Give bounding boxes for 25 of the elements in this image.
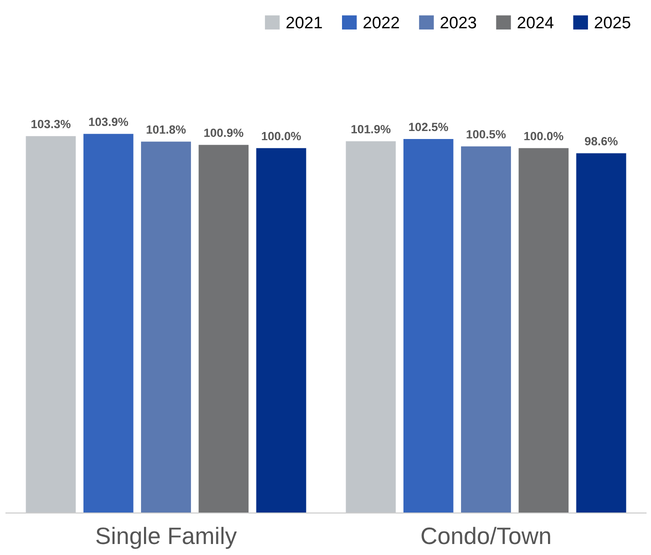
legend-label: 2025 (594, 16, 630, 28)
legend-label: 2021 (286, 16, 322, 28)
legend-label: 2022 (364, 16, 399, 28)
legend-label: 2024 (518, 16, 554, 28)
bar (403, 139, 454, 513)
x-tick-label: Condo/Town (422, 526, 550, 544)
data-label: 100.5% (466, 130, 506, 138)
bar (576, 153, 626, 513)
bar (256, 148, 306, 513)
bar (198, 144, 249, 513)
data-label: 100.9% (204, 128, 244, 137)
data-label: 103.3% (32, 120, 71, 128)
data-label: 103.9% (89, 118, 128, 126)
legend-label: 2023 (440, 16, 476, 28)
bar (518, 148, 569, 513)
data-label: 101.9% (352, 124, 391, 134)
data-label: 102.5% (409, 122, 448, 132)
bar (83, 134, 134, 513)
data-label: 100.0% (262, 132, 301, 140)
bar (461, 146, 511, 513)
x-tick-label: Single Family (96, 526, 237, 549)
data-label: 101.8% (146, 125, 186, 134)
data-label: 98.6% (584, 137, 618, 146)
data-label: 100.0% (524, 132, 564, 140)
bar (141, 142, 191, 513)
